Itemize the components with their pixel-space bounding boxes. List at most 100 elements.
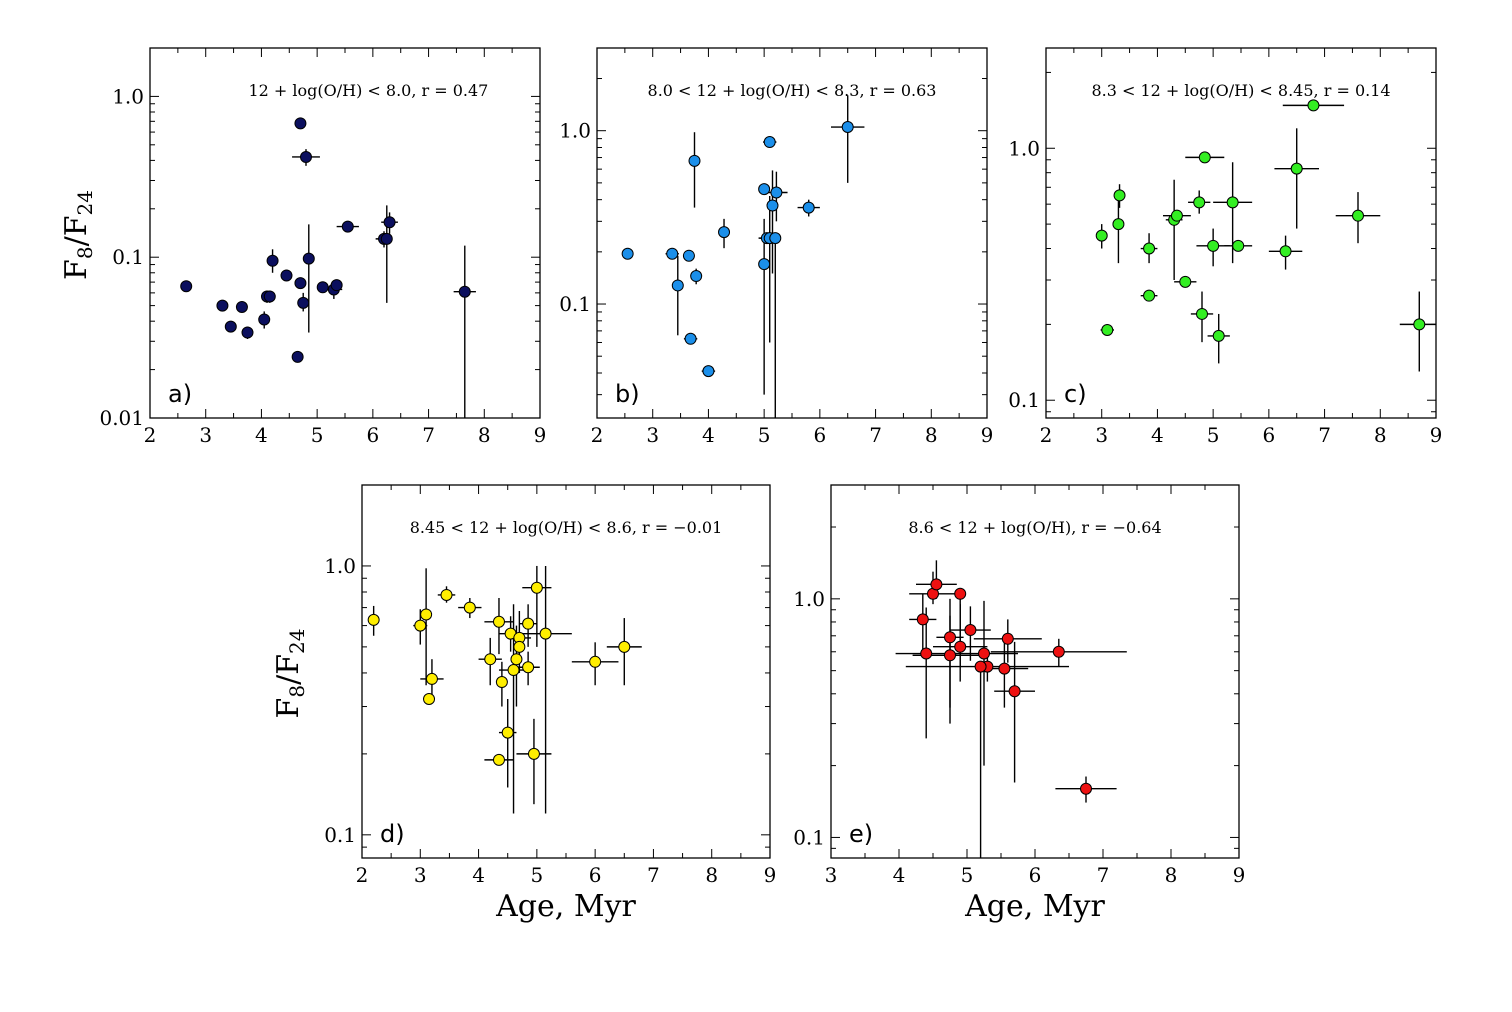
x-tick-label: 9 (1233, 863, 1246, 887)
panel-e: 3 4 5 6 7 8 9 0.1 1.0 8.6 < 12 + log(O/H), r = −0… (793, 484, 1246, 924)
data-points (180, 117, 476, 418)
plot-frame (596, 47, 988, 419)
x-tick-label: 8 (925, 423, 938, 447)
x-tick-label: 5 (530, 863, 543, 887)
data-point (682, 249, 695, 262)
panel-c: 2 3 4 5 6 7 8 9 0.1 1.0 8.3 < 12 + log(O/H) < 8.45… (1008, 47, 1442, 447)
x-tick-label: 8 (478, 423, 491, 447)
panel-title: 8.3 < 12 + log(O/H) < 8.45, r = 0.14 (1091, 81, 1390, 100)
plot-frame (149, 47, 541, 419)
data-point (1290, 162, 1303, 175)
data-point (414, 619, 427, 632)
y-tick-label: 1.0 (793, 587, 825, 611)
data-point (1170, 209, 1183, 222)
y-tick-label: 1.0 (559, 119, 591, 143)
data-point (930, 578, 943, 591)
data-point (974, 660, 987, 673)
data-point (316, 281, 329, 294)
x-tick-label: 3 (1095, 423, 1108, 447)
x-tick-label: 4 (255, 423, 268, 447)
data-point (688, 154, 701, 167)
data-point (1095, 229, 1108, 242)
data-point (297, 296, 310, 309)
x-tick-label: 5 (758, 423, 771, 447)
data-point (954, 640, 967, 653)
data-point (1352, 209, 1364, 222)
panel-title: 8.0 < 12 + log(O/H) < 8.3, r = 0.63 (648, 81, 937, 100)
data-point (1307, 99, 1320, 112)
panel-title: 8.6 < 12 + log(O/H), r = −0.64 (908, 518, 1161, 537)
x-tick-label: 7 (422, 423, 435, 447)
data-point (513, 640, 526, 653)
plot-frame (361, 484, 771, 859)
x-tick-label: 5 (1207, 423, 1220, 447)
data-point (1112, 218, 1125, 231)
data-point (1232, 239, 1245, 252)
x-tick-label: 4 (1151, 423, 1164, 447)
data-point (758, 183, 771, 196)
data-point (763, 136, 776, 149)
data-point (841, 121, 854, 134)
data-point (1179, 275, 1192, 288)
data-point (367, 613, 380, 626)
data-point (1143, 242, 1156, 255)
data-points (895, 560, 1127, 858)
data-point (463, 601, 476, 614)
data-point (501, 726, 514, 739)
x-tick-label: 4 (702, 423, 715, 447)
x-tick-label: 2 (1040, 423, 1053, 447)
x-tick-label: 3 (199, 423, 212, 447)
panel-letter: b) (615, 380, 640, 408)
data-point (484, 653, 497, 666)
data-point (802, 201, 815, 214)
y-axis-label: F8/F24 (59, 190, 97, 280)
x-tick-label: 9 (764, 863, 777, 887)
x-tick-label: 3 (646, 423, 659, 447)
data-points (621, 95, 865, 418)
x-tick-label: 3 (825, 863, 838, 887)
data-point (235, 301, 248, 314)
y-tick-label: 1.0 (112, 84, 144, 108)
data-point (1008, 685, 1021, 698)
panel-title: 8.45 < 12 + log(O/H) < 8.6, r = −0.01 (410, 518, 723, 537)
data-point (1196, 307, 1208, 320)
data-point (510, 653, 523, 666)
panel-a: 2 3 4 5 6 7 8 9 0.01 0.1 1.0 12 + log(O/H) < 8.0, r… (59, 47, 547, 447)
data-point (425, 672, 438, 685)
data-point (1212, 329, 1225, 342)
data-point (684, 332, 697, 345)
data-point (458, 285, 471, 298)
x-tick-label: 4 (893, 863, 906, 887)
data-point (1226, 196, 1239, 209)
data-point (666, 247, 679, 260)
data-point (690, 270, 703, 283)
data-point (294, 117, 307, 130)
y-tick-label: 1.0 (1008, 136, 1040, 160)
data-point (702, 365, 715, 378)
data-point (766, 199, 779, 212)
x-tick-label: 2 (591, 423, 604, 447)
data-point (589, 655, 602, 668)
data-point (492, 753, 505, 766)
data-points (367, 565, 642, 814)
data-point (258, 313, 271, 326)
data-point (964, 624, 977, 637)
data-point (1193, 196, 1206, 209)
data-point (671, 279, 684, 292)
x-tick-label: 6 (366, 423, 379, 447)
x-tick-label: 7 (869, 423, 882, 447)
data-point (280, 269, 293, 282)
data-points (1095, 99, 1436, 372)
data-point (1113, 189, 1126, 202)
data-point (420, 608, 433, 621)
data-point (1001, 632, 1014, 645)
x-tick-label: 6 (589, 863, 602, 887)
data-point (291, 350, 304, 363)
panel-b: 2 3 4 5 6 7 8 9 0.1 1.0 8.0 < 12 + log(O/H) < 8.3,… (559, 47, 993, 447)
data-point (539, 627, 552, 640)
data-point (1101, 323, 1114, 336)
x-tick-label: 7 (647, 863, 660, 887)
data-point (1080, 782, 1092, 795)
data-point (300, 150, 312, 163)
x-tick-label: 9 (534, 423, 547, 447)
